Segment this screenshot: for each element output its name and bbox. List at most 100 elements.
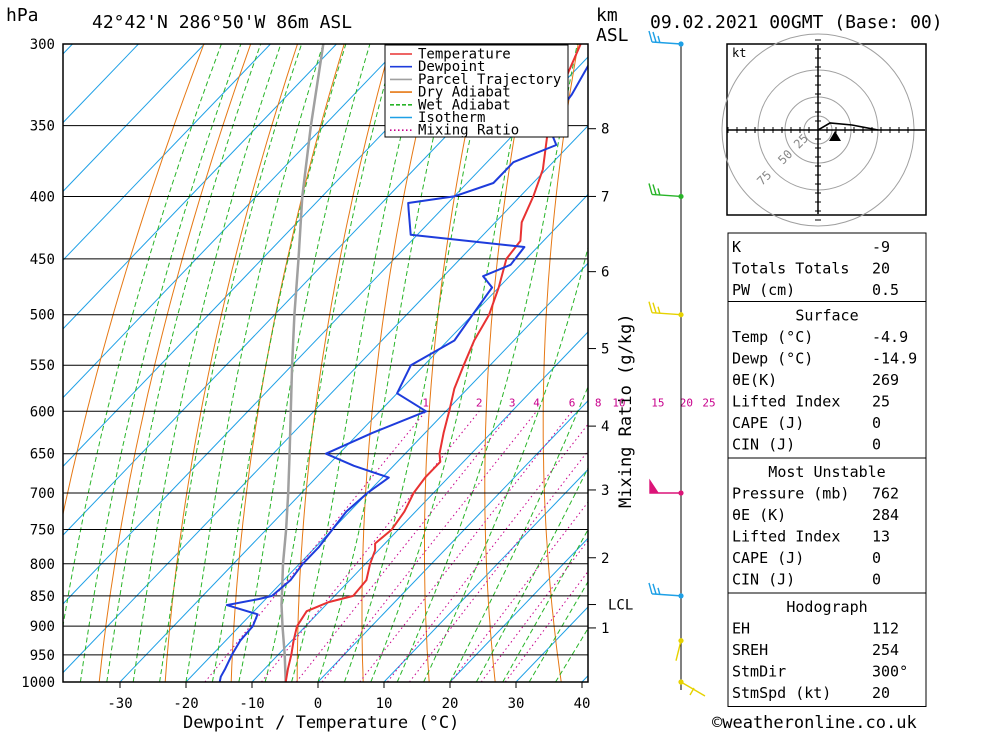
x-tick-label: 30	[508, 696, 525, 712]
mixing-ratio-line	[322, 411, 536, 682]
hodograph-label: StmDir	[732, 663, 786, 681]
isotherm-line	[186, 44, 798, 682]
index-value: -9	[872, 238, 890, 256]
isotherm-line	[0, 44, 600, 682]
surface-value: 0	[872, 436, 881, 454]
most-unstable-value: 284	[872, 506, 899, 524]
surface-value: -4.9	[872, 328, 908, 346]
hodograph-value: 254	[872, 641, 899, 659]
index-label: PW (cm)	[732, 281, 795, 299]
most-unstable-label: CAPE (J)	[732, 549, 804, 567]
index-tables: K -9 Totals Totals 20 PW (cm) 0.5 Surface Temp …	[728, 233, 926, 707]
pressure-label: 500	[30, 308, 55, 324]
height-label: 2	[601, 551, 609, 567]
mixing-ratio-line	[387, 411, 598, 682]
index-label: Totals Totals	[732, 260, 849, 278]
wet-adiabat-line	[371, 44, 531, 682]
mixing-ratio-label: 6	[569, 396, 576, 409]
hodograph-title: Hodograph	[786, 598, 867, 616]
surface-label: θE(K)	[732, 371, 777, 389]
isotherm-line	[120, 44, 732, 682]
dry-adiabat-line	[655, 44, 694, 682]
wind-profile	[649, 31, 705, 696]
wind-barb	[650, 481, 681, 493]
surface-label: Dewp (°C)	[732, 350, 813, 368]
mixing-ratio-label: 2	[476, 396, 483, 409]
mixing-ratio-line	[360, 411, 572, 682]
mixing-ratio-axis-label: Mixing Ratio (g/kg)	[616, 314, 636, 508]
surface-value: 0	[872, 414, 881, 432]
wet-adiabat-line	[450, 44, 692, 682]
wet-adiabat-line	[80, 44, 241, 682]
copyright: ©weatheronline.co.uk	[712, 713, 917, 733]
mixing-ratio-label: 25	[702, 396, 715, 409]
height-label: 8	[601, 122, 609, 138]
mixing-ratio-label: 3	[509, 396, 516, 409]
most-unstable-value: 13	[872, 528, 890, 546]
height-label: 7	[601, 189, 609, 205]
most-unstable-label: Pressure (mb)	[732, 485, 849, 503]
hodograph-value: 112	[872, 620, 899, 638]
isotherm-line	[0, 44, 138, 682]
km-label: km	[596, 5, 618, 26]
pressure-label: 950	[30, 648, 55, 664]
most-unstable-title: Most Unstable	[768, 463, 885, 481]
pressure-label: 550	[30, 358, 55, 374]
surface-label: Lifted Index	[732, 393, 840, 411]
index-value: 0.5	[872, 281, 899, 299]
pressure-label: 350	[30, 119, 55, 135]
wind-barb	[649, 183, 681, 196]
most-unstable-label: Lifted Index	[732, 528, 840, 546]
pressure-label: 700	[30, 486, 55, 502]
wind-barb	[649, 583, 681, 596]
location-title: 42°42'N 286°50'W 86m ASL	[92, 12, 352, 33]
most-unstable-label: CIN (J)	[732, 571, 795, 589]
index-label: K	[732, 238, 741, 256]
hodograph-label: SREH	[732, 641, 768, 659]
wind-barb	[676, 641, 681, 661]
pressure-label: 600	[30, 404, 55, 420]
isotherm-line	[0, 44, 6, 682]
hodograph-label: EH	[732, 620, 750, 638]
mixing-ratio-label: 15	[651, 396, 664, 409]
wet-adiabat-line	[239, 44, 370, 682]
wet-adiabat-line	[107, 44, 261, 682]
x-tick-label: 10	[376, 696, 393, 712]
x-tick-label: 40	[574, 696, 591, 712]
pressure-label: 850	[30, 589, 55, 605]
surface-label: CAPE (J)	[732, 414, 804, 432]
pressure-label: 900	[30, 619, 55, 635]
wet-adiabat-line	[54, 44, 221, 682]
x-tick-label: 20	[442, 696, 459, 712]
surface-title: Surface	[795, 307, 858, 325]
mixing-ratio-line	[505, 411, 709, 682]
height-label: LCL	[608, 598, 633, 614]
mixing-ratio-label: 1	[422, 396, 429, 409]
x-tick-label: -20	[173, 696, 198, 712]
x-axis-label: Dewpoint / Temperature (°C)	[183, 713, 459, 733]
height-label: 1	[601, 621, 609, 637]
datetime-title: 09.02.2021 00GMT (Base: 00)	[650, 12, 943, 33]
most-unstable-value: 762	[872, 485, 899, 503]
surface-label: Temp (°C)	[732, 328, 813, 346]
wind-barb	[649, 302, 681, 315]
pressure-label: 750	[30, 523, 55, 539]
surface-value: -14.9	[872, 350, 917, 368]
dry-adiabat-line	[231, 44, 344, 682]
hodograph-value: 20	[872, 684, 890, 702]
wind-barb	[681, 682, 705, 696]
most-unstable-value: 0	[872, 571, 881, 589]
x-tick-label: 0	[314, 696, 322, 712]
dry-adiabat-line	[953, 44, 1000, 682]
pressure-label: 650	[30, 447, 55, 463]
surface-label: CIN (J)	[732, 436, 795, 454]
x-tick-label: -30	[107, 696, 132, 712]
mixing-ratio-label: 4	[533, 396, 540, 409]
pressure-label: 400	[30, 189, 55, 205]
mixing-ratio-line	[481, 411, 686, 682]
